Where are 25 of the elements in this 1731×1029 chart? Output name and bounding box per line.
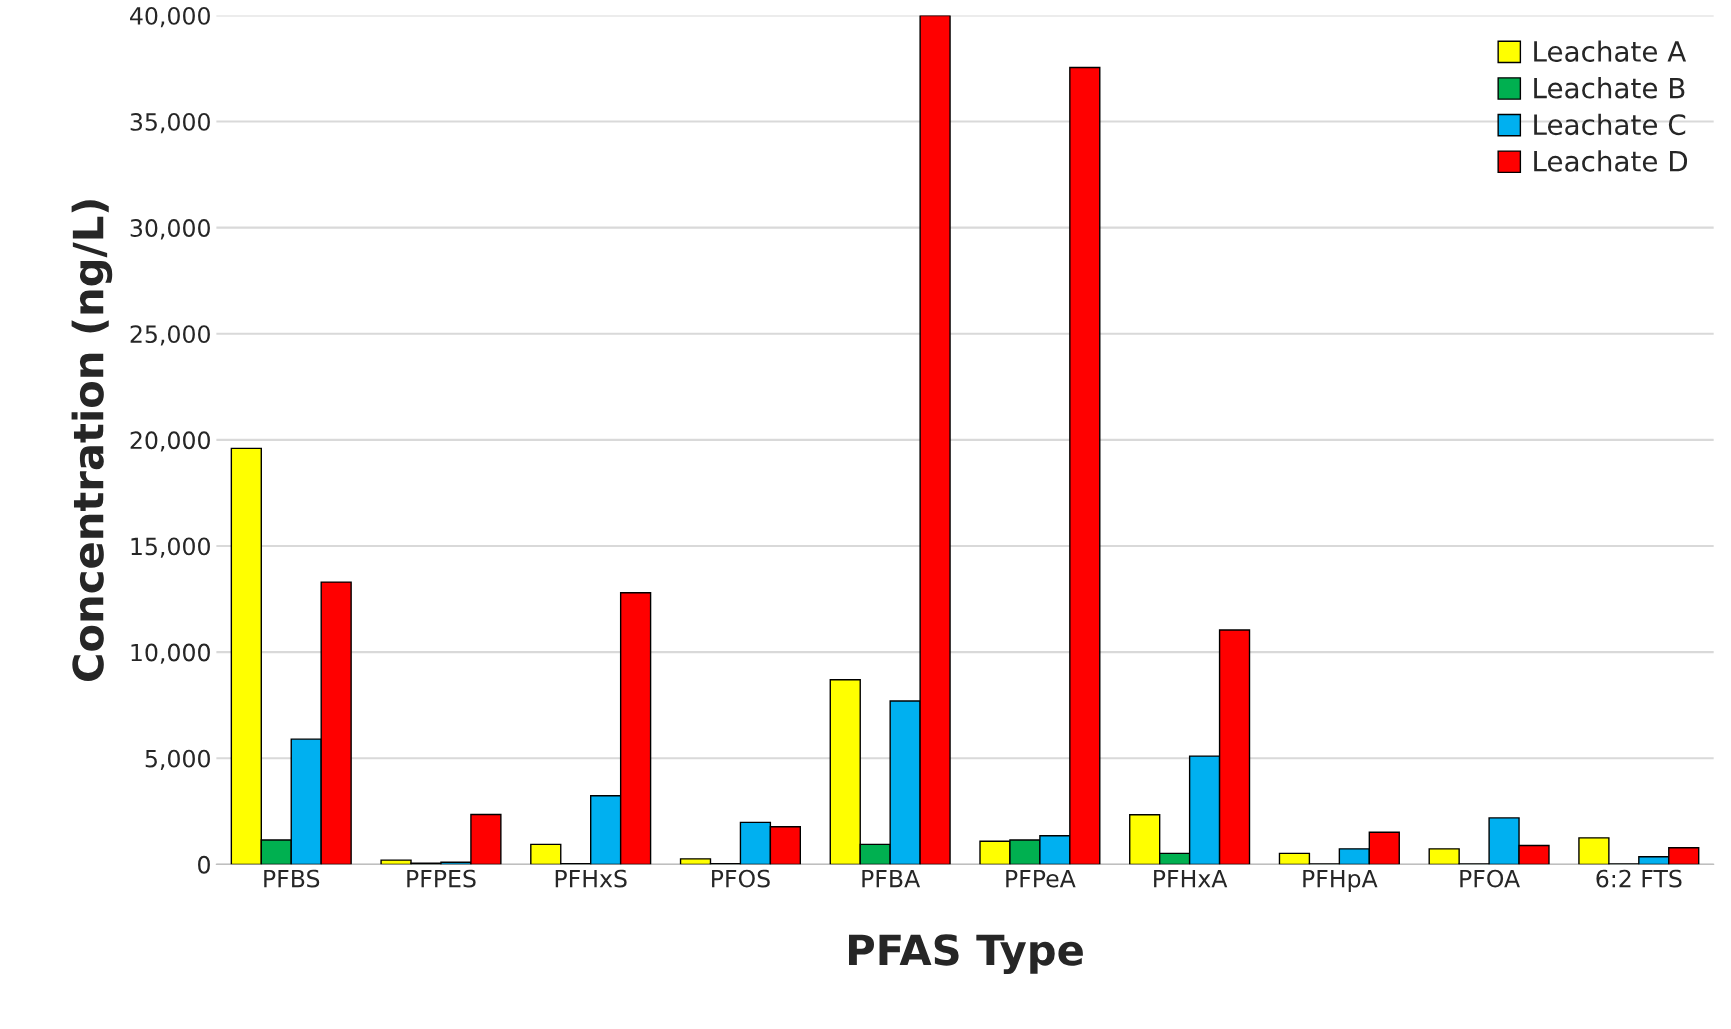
- y-tick-label: 25,000: [130, 325, 210, 346]
- x-tick-label: PFHxS: [555, 869, 627, 888]
- y-tick-label: 35,000: [130, 113, 210, 134]
- y-tick-label: 40,000: [130, 6, 210, 28]
- x-tick-label: PFHxA: [1154, 869, 1228, 888]
- x-tick-label: PFPES: [407, 869, 476, 888]
- y-tick-label: 0: [198, 855, 210, 874]
- legend-label: Leachate A: [1534, 40, 1687, 62]
- legend-label: Leachate B: [1534, 77, 1685, 99]
- y-tick-label: 5,000: [145, 749, 210, 770]
- x-tick-label: PFOS: [712, 869, 770, 888]
- y-tick-label: 15,000: [131, 537, 210, 558]
- x-tick-label: 6:2 FTS: [1596, 869, 1682, 888]
- y-tick-label: 30,000: [130, 219, 210, 240]
- y-tick-label: 20,000: [130, 431, 210, 452]
- legend-label: Leachate C: [1534, 113, 1686, 136]
- x-axis-title: PFAS Type: [849, 934, 1083, 975]
- y-axis-title: Concentration (ng/L): [71, 200, 113, 682]
- x-tick-label: PFPeA: [1006, 869, 1076, 888]
- x-tick-label: PFOA: [1460, 869, 1520, 888]
- legend-label: Leachate D: [1534, 150, 1688, 172]
- y-tick-label: 10,000: [131, 643, 210, 664]
- x-tick-label: PFBA: [862, 869, 921, 888]
- x-tick-label: PFBS: [264, 869, 320, 888]
- x-tick-label: PFHpA: [1303, 869, 1378, 893]
